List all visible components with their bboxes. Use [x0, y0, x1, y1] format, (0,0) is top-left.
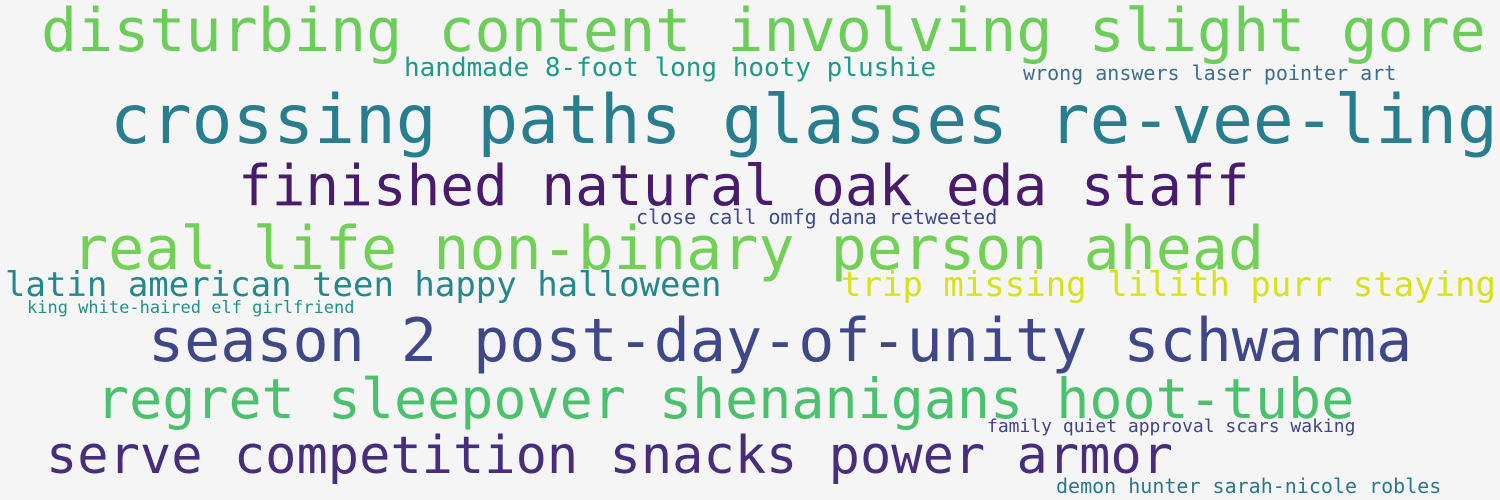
- cloud-word: regret sleepover shenanigans hoot-tube: [96, 367, 1355, 431]
- cloud-word: latin american teen happy halloween: [5, 265, 722, 305]
- cloud-word: handmade 8-foot long hooty plushie: [404, 53, 937, 83]
- cloud-word: real life non-binary person ahead: [72, 214, 1265, 284]
- cloud-word: king white-haired elf girlfriend: [27, 298, 355, 318]
- cloud-word: wrong answers laser pointer art: [1023, 61, 1397, 85]
- cloud-word: crossing paths glasses re-vee-ling: [110, 80, 1498, 159]
- cloud-word: close call omfg dana retweeted: [636, 205, 998, 229]
- cloud-word: trip missing lilith purr staying: [841, 265, 1497, 305]
- cloud-word: family quiet approval scars waking: [987, 416, 1356, 437]
- cloud-word: season 2 post-day-of-unity schwarma: [148, 306, 1413, 376]
- cloud-word: finished natural oak eda staff: [238, 154, 1250, 219]
- cloud-word: disturbing content involving slight gore: [41, 0, 1486, 66]
- cloud-word: serve competition snacks power armor: [46, 426, 1174, 486]
- cloud-word: demon hunter sarah-nicole robles: [1056, 474, 1442, 498]
